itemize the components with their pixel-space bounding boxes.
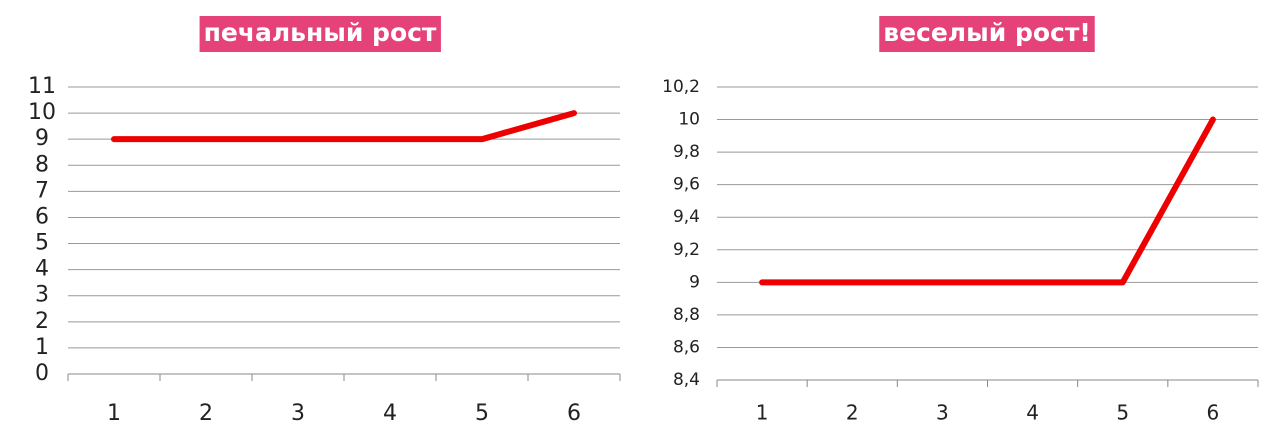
y-tick-label: 8,8 [673,305,700,325]
y-tick-label: 9 [35,126,49,151]
y-tick-label: 0 [35,361,49,386]
chart-title: веселый рост! [883,18,1090,47]
y-tick-label: 2 [35,309,49,334]
y-tick-label: 6 [35,204,49,229]
y-tick-label: 9,8 [673,142,700,162]
x-tick-label: 5 [475,401,489,426]
x-tick-label: 6 [567,401,581,426]
y-tick-label: 9 [689,272,700,292]
title-background [879,16,1095,52]
y-tick-label: 10 [678,110,700,130]
y-tick-label: 1 [35,335,49,360]
title-background [199,16,441,52]
y-tick-label: 9,6 [673,175,700,195]
x-tick-label: 4 [383,401,397,426]
y-tick-label: 10,2 [662,77,700,97]
y-tick-label: 9,4 [673,207,700,227]
y-tick-label: 9,2 [673,240,700,260]
y-tick-label: 8,6 [673,337,700,357]
y-tick-label: 4 [35,257,49,282]
y-tick-label: 10 [28,100,56,125]
x-tick-label: 5 [1116,401,1129,425]
x-tick-label: 1 [107,401,121,426]
data-line [759,116,1216,286]
data-line [111,110,577,143]
x-tick-label: 1 [756,401,769,425]
x-tick-label: 3 [936,401,949,425]
y-tick-label: 3 [35,283,49,308]
y-tick-label: 5 [35,231,49,256]
y-tick-label: 7 [35,178,49,203]
chart-title: печальный рост [204,18,437,47]
x-tick-label: 6 [1207,401,1220,425]
x-tick-label: 2 [199,401,213,426]
x-tick-label: 4 [1026,401,1039,425]
x-tick-label: 2 [846,401,859,425]
y-tick-label: 8,4 [673,370,700,390]
y-tick-label: 11 [28,74,56,99]
x-tick-label: 3 [291,401,305,426]
y-tick-label: 8 [35,152,49,177]
